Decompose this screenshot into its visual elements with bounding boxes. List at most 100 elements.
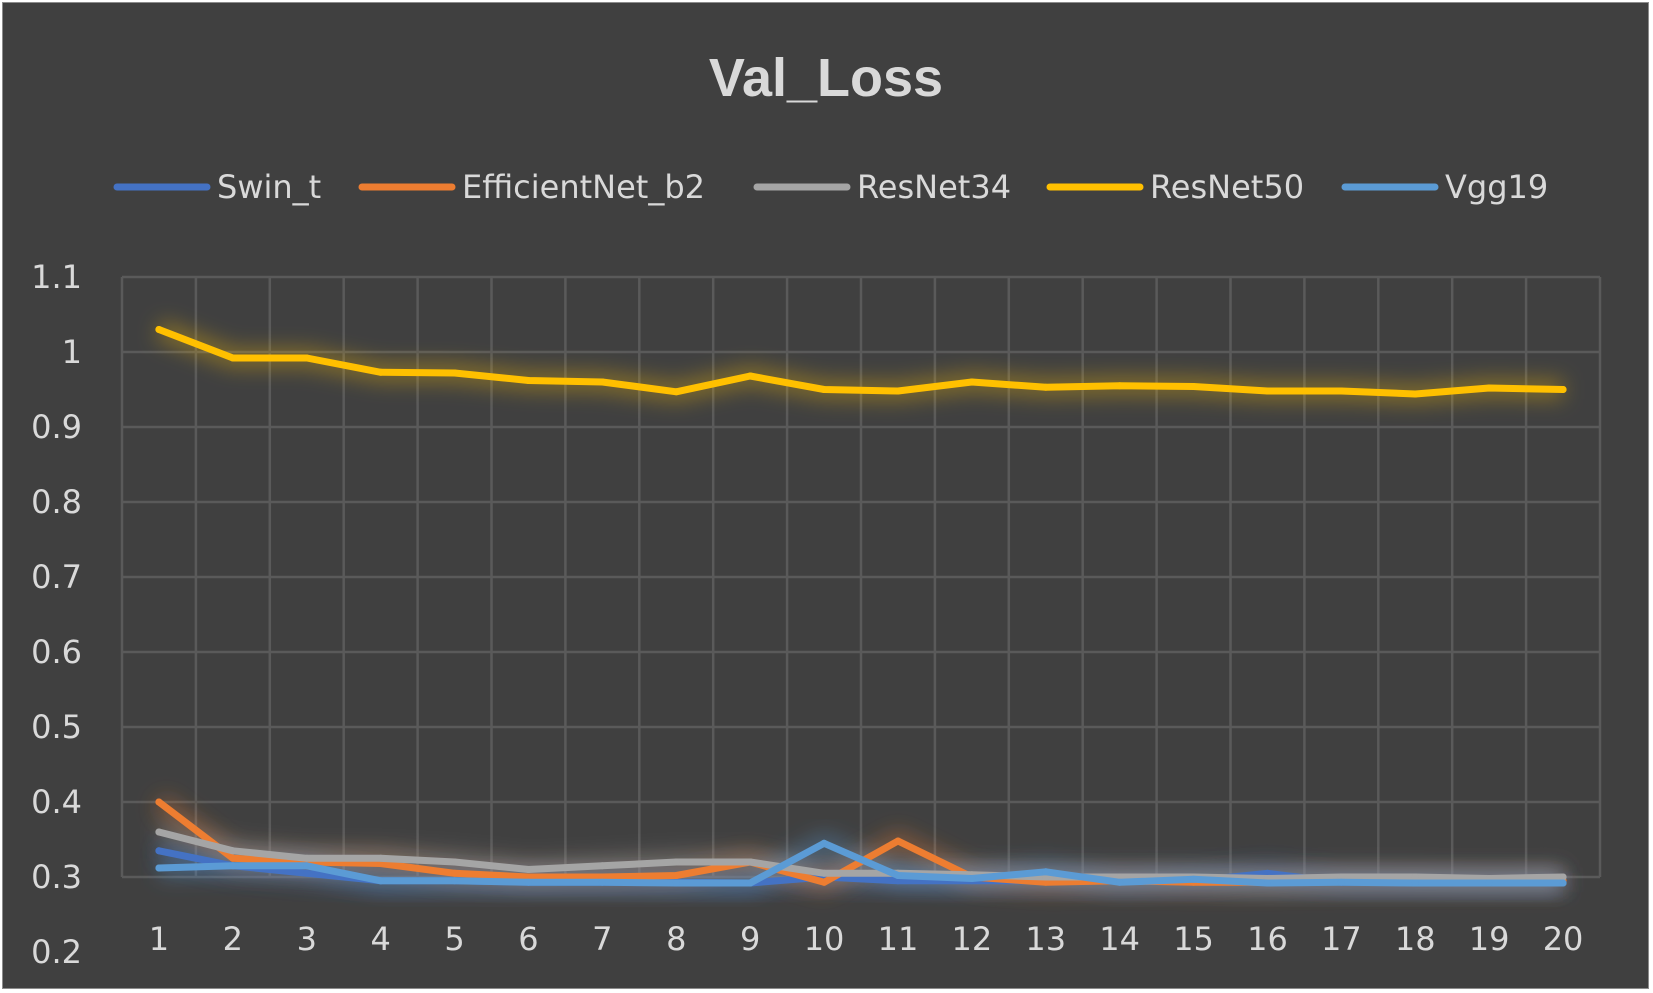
x-tick-label: 6 [518, 920, 538, 958]
data-point [229, 854, 237, 862]
y-tick-label: 0.4 [31, 783, 82, 821]
legend-label: Vgg19 [1445, 168, 1548, 206]
data-point [1559, 873, 1567, 881]
data-point [968, 378, 976, 386]
series-line-resnet34 [155, 828, 1567, 882]
x-tick-label: 12 [951, 920, 992, 958]
data-point [820, 869, 828, 877]
data-point [377, 877, 385, 885]
data-point [229, 862, 237, 870]
data-point [598, 378, 606, 386]
data-point [820, 839, 828, 847]
x-axis: 1 2 3 4 5 6 7 8 9 10 11 12 13 14 15 16 17 18 19 20 [149, 920, 1584, 958]
y-tick-label: 0.2 [31, 933, 82, 971]
legend-label: Swin_t [217, 168, 321, 206]
data-point [598, 878, 606, 886]
data-point [746, 879, 754, 887]
data-point [1411, 873, 1419, 881]
data-point [894, 837, 902, 845]
data-point [1337, 873, 1345, 881]
data-point [303, 862, 311, 870]
y-tick-label: 0.8 [31, 483, 82, 521]
data-point [746, 858, 754, 866]
data-point [524, 873, 532, 881]
x-tick-label: 14 [1099, 920, 1140, 958]
data-point [229, 354, 237, 362]
data-point [1411, 879, 1419, 887]
chart-title: Val_Loss [709, 48, 943, 108]
x-tick-label: 2 [223, 920, 243, 958]
data-point [155, 864, 163, 872]
y-tick-label: 0.3 [31, 858, 82, 896]
data-point [155, 847, 163, 855]
data-point [1190, 875, 1198, 883]
data-point [303, 354, 311, 362]
data-point [451, 369, 459, 377]
x-tick-label: 8 [666, 920, 686, 958]
data-point [1042, 383, 1050, 391]
y-tick-label: 1 [62, 333, 82, 371]
data-point [155, 798, 163, 806]
data-point [303, 869, 311, 877]
data-point [598, 873, 606, 881]
x-tick-label: 19 [1469, 920, 1510, 958]
x-tick-label: 3 [297, 920, 317, 958]
x-tick-label: 4 [370, 920, 390, 958]
data-point [155, 828, 163, 836]
data-point [1559, 386, 1567, 393]
data-point [1559, 879, 1567, 887]
x-tick-label: 9 [740, 920, 760, 958]
x-tick-label: 5 [444, 920, 464, 958]
data-point [524, 878, 532, 886]
data-point [1116, 382, 1124, 390]
x-tick-label: 16 [1247, 920, 1288, 958]
data-point [672, 879, 680, 887]
data-point [1337, 878, 1345, 886]
legend-label: ResNet50 [1150, 168, 1304, 206]
series-layer [155, 326, 1567, 887]
series-line-resnet50 [155, 326, 1567, 398]
data-point [1190, 383, 1198, 390]
y-tick-label: 0.9 [31, 408, 82, 446]
data-point [820, 878, 828, 886]
data-point [524, 866, 532, 873]
data-point [1116, 878, 1124, 886]
data-point [1337, 387, 1345, 395]
x-tick-label: 13 [1025, 920, 1066, 958]
x-tick-label: 20 [1543, 920, 1584, 958]
x-tick-label: 18 [1395, 920, 1436, 958]
data-point [451, 858, 459, 866]
x-tick-label: 17 [1321, 920, 1362, 958]
legend-label: EfficientNet_b2 [462, 168, 705, 206]
legend: Swin_t EfficientNet_b2 ResNet34 ResNet50 Vgg… [113, 168, 1548, 206]
data-point [1411, 390, 1419, 398]
data-point [820, 386, 828, 393]
x-tick-label: 7 [592, 920, 612, 958]
x-tick-label: 1 [149, 920, 169, 958]
data-point [1263, 879, 1271, 887]
x-tick-label: 15 [1173, 920, 1214, 958]
y-tick-label: 0.7 [31, 558, 82, 596]
data-point [155, 326, 163, 333]
data-point [894, 872, 902, 879]
y-axis: 0.2 0.3 0.4 0.5 0.6 0.7 0.8 0.9 1 1.1 [31, 258, 82, 971]
legend-label: ResNet34 [857, 168, 1011, 206]
y-tick-label: 1.1 [31, 258, 82, 296]
data-point [746, 372, 754, 380]
data-point [451, 869, 459, 877]
data-point [1485, 879, 1493, 887]
data-point [968, 875, 976, 882]
data-point [1263, 387, 1271, 395]
series-line-vgg19 [155, 839, 1567, 887]
x-tick-label: 11 [878, 920, 919, 958]
y-tick-label: 0.6 [31, 633, 82, 671]
y-tick-label: 0.5 [31, 708, 82, 746]
data-point [303, 854, 311, 862]
x-tick-label: 10 [804, 920, 845, 958]
data-point [1485, 384, 1493, 392]
data-point [451, 877, 459, 885]
data-point [894, 387, 902, 395]
data-point [1042, 868, 1050, 876]
